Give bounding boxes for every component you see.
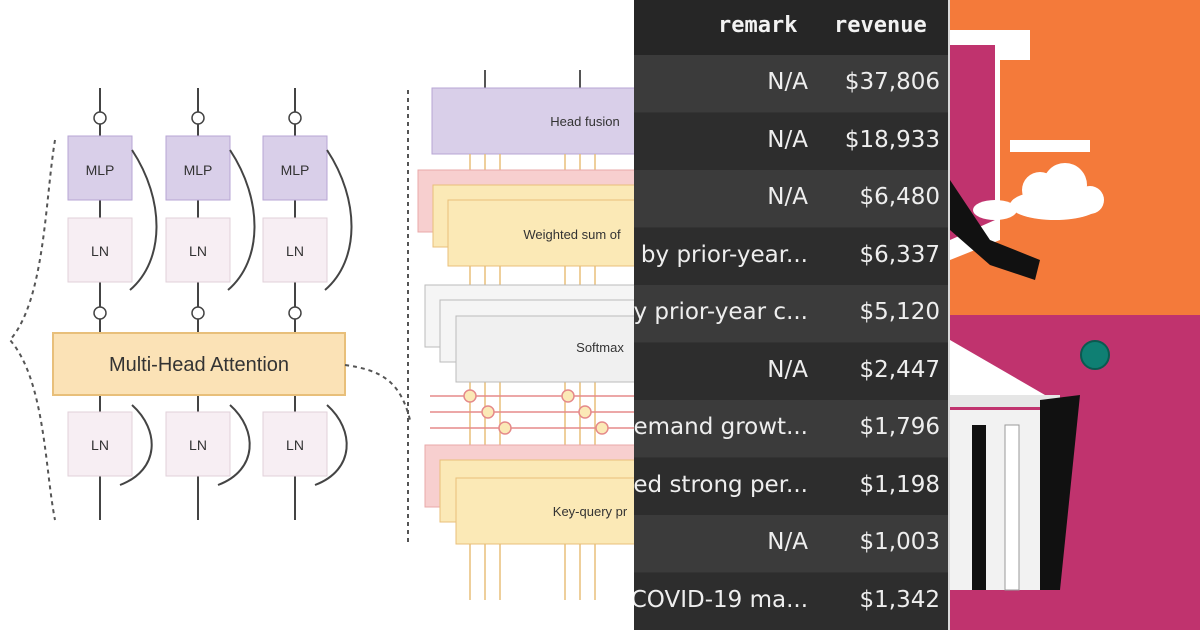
add-node	[288, 306, 302, 320]
add-node	[191, 111, 205, 125]
mlp-block	[262, 135, 328, 201]
head-fusion-label: Head fusion	[550, 114, 619, 129]
remark-cell: by prior-year c...	[634, 299, 808, 325]
ln-block	[67, 411, 133, 477]
mlp-block	[67, 135, 133, 201]
ln-label: LN	[91, 243, 109, 259]
key-query-block	[455, 477, 634, 545]
transformer-diagram: MLP LN LN MLP LN LN MLP	[8, 70, 634, 600]
revenue-cell: $6,480	[859, 184, 940, 210]
multiply-node	[561, 389, 575, 403]
ln-block	[262, 217, 328, 283]
revenue-cell: $6,337	[859, 241, 940, 268]
ln-label: LN	[189, 243, 207, 259]
multiply-node	[463, 389, 477, 403]
table-row[interactable]: N/A $37,806	[634, 55, 950, 112]
ln-block	[67, 217, 133, 283]
ln-label: LN	[91, 437, 109, 453]
add-node	[288, 111, 302, 125]
softmax-label: Softmax	[576, 340, 624, 355]
table-row[interactable]: ued strong per... $1,198	[634, 457, 950, 515]
multi-head-attention-block	[52, 332, 346, 396]
ln-block	[262, 411, 328, 477]
building-icon	[950, 340, 1080, 591]
table-row[interactable]: demand growt... $1,796	[634, 400, 950, 457]
column-header-remark[interactable]: remark	[718, 13, 798, 38]
multiply-node	[481, 405, 495, 419]
multi-head-attention-label: Multi-Head Attention	[109, 354, 289, 376]
mlp-label: MLP	[86, 162, 115, 178]
dot-icon	[1080, 340, 1110, 370]
remark-cell: COVID-19 ma...	[634, 586, 808, 613]
remark-cell: demand growt...	[634, 414, 808, 440]
revenue-cell: $1,342	[859, 586, 940, 613]
softmax-block	[455, 315, 634, 383]
multiply-node	[595, 421, 609, 435]
cloud-icon	[973, 163, 1104, 220]
revenue-cell: $1,796	[859, 414, 940, 440]
multiply-node	[578, 405, 592, 419]
multiply-node	[498, 421, 512, 435]
mlp-label: MLP	[184, 162, 213, 178]
ln-block	[165, 217, 231, 283]
dark-figure	[950, 180, 1040, 280]
revenue-cell: $1,198	[859, 471, 940, 498]
table-row[interactable]: N/A $2,447	[634, 342, 950, 400]
table-row[interactable]: N/A $6,480	[634, 170, 950, 227]
ln-label: LN	[286, 243, 304, 259]
column-1: MLP LN LN	[67, 88, 158, 520]
revenue-cell: $2,447	[859, 356, 940, 383]
illustration-panel	[950, 0, 1200, 630]
head-fusion-block	[431, 87, 634, 155]
revenue-table: remark revenue N/A $37,806 N/A $18,933 N/A $6…	[634, 0, 950, 630]
add-node	[191, 306, 205, 320]
remark-cell: N/A	[767, 126, 808, 153]
table-row[interactable]: N/A $1,003	[634, 515, 950, 572]
remark-cell: N/A	[767, 529, 808, 555]
ln-label: LN	[189, 437, 207, 453]
remark-cell: n by prior-year...	[634, 241, 808, 268]
panel-divider	[948, 0, 950, 630]
mlp-block	[165, 135, 231, 201]
transformer-diagram-panel: MLP LN LN MLP LN LN MLP	[8, 70, 634, 600]
remark-cell: N/A	[767, 69, 808, 95]
white-bar	[1010, 140, 1090, 152]
column-3: MLP LN LN	[262, 88, 353, 520]
magenta-shape	[950, 45, 995, 240]
add-node	[93, 111, 107, 125]
revenue-cell: $37,806	[844, 69, 940, 95]
table-row[interactable]: N/A $18,933	[634, 112, 950, 170]
remark-cell: N/A	[767, 184, 808, 210]
ln-block	[165, 411, 231, 477]
add-node	[93, 306, 107, 320]
table-row[interactable]: COVID-19 ma... $1,342	[634, 572, 950, 630]
column-header-revenue[interactable]: revenue	[834, 13, 927, 38]
ln-label: LN	[286, 437, 304, 453]
illustration	[950, 0, 1200, 630]
remark-cell: ued strong per...	[634, 471, 808, 498]
remark-cell: N/A	[767, 356, 808, 383]
weighted-sum-block	[447, 199, 634, 267]
table-row[interactable]: by prior-year c... $5,120	[634, 285, 950, 342]
table-row[interactable]: n by prior-year... $6,337	[634, 227, 950, 285]
key-query-label: Key-query pr	[553, 504, 628, 519]
left-bracket	[8, 139, 56, 521]
table-header: remark revenue	[634, 0, 950, 55]
revenue-cell: $18,933	[844, 126, 940, 153]
revenue-cell: $5,120	[859, 299, 940, 325]
mlp-label: MLP	[281, 162, 310, 178]
weighted-sum-label: Weighted sum of	[523, 227, 621, 242]
column-2: MLP LN LN	[165, 88, 256, 520]
revenue-cell: $1,003	[859, 529, 940, 555]
attention-detail: Head fusion Weighted sum of Softmax	[417, 70, 634, 600]
